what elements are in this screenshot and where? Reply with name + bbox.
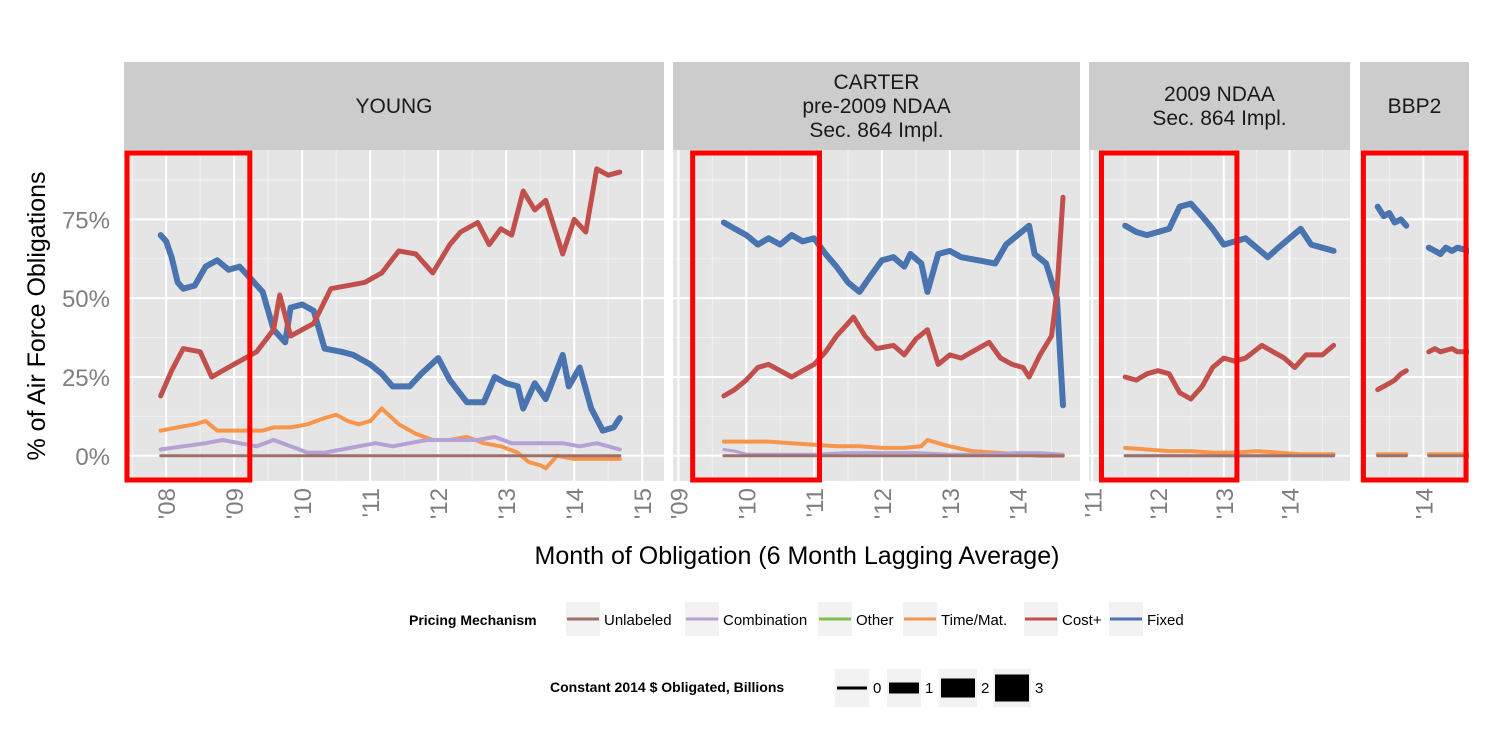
y-tick-label: 0%: [75, 444, 110, 471]
x-tick-label: '13: [494, 488, 521, 519]
facet-strip: [1089, 62, 1350, 150]
legend-size-swatch: [889, 682, 919, 694]
highlight-box: [1098, 150, 1240, 483]
series-line-cost: [1426, 346, 1469, 355]
plot-panel: [1089, 150, 1350, 481]
legend-label: Other: [856, 612, 894, 629]
series-line-fixed: [1374, 203, 1410, 229]
legend-label: 1: [925, 680, 933, 697]
highlight-box: [690, 150, 823, 483]
facet-strip-label: YOUNG: [355, 95, 432, 118]
y-tick-label: 25%: [62, 365, 110, 392]
legend-label: Fixed: [1147, 612, 1184, 629]
series-line-combination: [158, 434, 622, 455]
x-tick-label: '10: [734, 488, 761, 519]
series-line-cost: [1375, 368, 1409, 393]
series-line-fixed: [720, 219, 1066, 409]
series-line-time-mat: [158, 406, 622, 471]
plot-panel: [673, 150, 1080, 481]
x-axis-title: Month of Obligation (6 Month Lagging Ave…: [535, 542, 1060, 570]
plot-panel: [124, 150, 664, 481]
x-tick-label: '12: [870, 488, 897, 519]
series-line-fixed: [1122, 200, 1337, 261]
facet-panel-young: YOUNG '08 '09 '10 '11 '12 '13 '14 '15: [124, 62, 664, 519]
facet-strip: [673, 62, 1080, 150]
x-tick-label: '14: [1006, 488, 1033, 519]
facet-panels: YOUNG '08 '09 '10 '11 '12 '13 '14 '15 CARTERpre-2…: [124, 62, 1469, 519]
facet-panel-bbp2: BBP2 '14: [1360, 62, 1469, 519]
facet-strip-label: Sec. 864 Impl.: [809, 119, 943, 142]
series-group: [1122, 200, 1337, 458]
y-tick-label: 50%: [62, 286, 110, 313]
pricing-mechanism-legend: Pricing Mechanism Unlabeled Combination Oth…: [409, 602, 1184, 636]
legend-size-swatch: [995, 674, 1029, 702]
facet-strip-label: pre-2009 NDAA: [802, 95, 950, 118]
facet-strip-label: BBP2: [1388, 95, 1442, 118]
legend-label: Unlabeled: [604, 612, 672, 629]
facet-strip-label: CARTER: [834, 71, 920, 94]
series-line-fixed: [1425, 244, 1469, 257]
series-group: [157, 166, 623, 471]
obligated-size-legend: Constant 2014 $ Obligated, Billions 0 1 2 3: [550, 669, 1043, 707]
y-axis-title: % of Air Force Obligations: [23, 171, 51, 460]
x-tick-label: '13: [938, 488, 965, 519]
x-tick-label: '11: [1080, 488, 1107, 518]
series-group: [720, 194, 1066, 458]
x-tick-label: '13: [1212, 488, 1239, 519]
x-tick-label: '08: [154, 488, 181, 519]
legend-label: Cost+: [1062, 612, 1102, 629]
facet-strip-label: 2009 NDAA: [1164, 83, 1275, 106]
x-tick-label: '11: [358, 488, 385, 518]
x-tick-label: '15: [630, 488, 657, 519]
facet-strip: [124, 62, 664, 150]
x-tick-label: '12: [1146, 488, 1173, 519]
legend-label: 0: [873, 680, 881, 697]
x-tick-label: '11: [802, 488, 829, 518]
legend-size-swatch: [941, 678, 975, 698]
facet-strip: [1360, 62, 1469, 150]
x-tick-label: '14: [1278, 488, 1305, 519]
facet-strip-label: Sec. 864 Impl.: [1152, 107, 1286, 130]
series-line-cost: [721, 194, 1066, 399]
legend-label: Combination: [723, 612, 807, 629]
x-tick-label: '10: [290, 488, 317, 519]
series-line-cost: [1122, 342, 1337, 402]
series-line-combination: [722, 448, 1065, 456]
x-tick-label: '14: [562, 488, 589, 519]
legend-size-swatch: [837, 686, 867, 690]
legend-label: 2: [981, 680, 989, 697]
x-tick-label: '14: [1411, 488, 1438, 519]
series-line-fixed: [157, 232, 623, 434]
x-tick-label: '09: [222, 488, 249, 519]
series-line-time-mat: [1123, 445, 1336, 457]
plot-panel: [1360, 150, 1469, 481]
x-tick-label: '09: [666, 488, 693, 519]
y-axis-ticks: 0% 25% 50% 75%: [62, 207, 110, 470]
series-line-cost: [158, 166, 623, 399]
series-group: [1374, 203, 1469, 458]
legend-title: Constant 2014 $ Obligated, Billions: [550, 679, 784, 695]
highlight-box: [124, 150, 253, 483]
legend-label: Time/Mat.: [941, 612, 1007, 629]
legend-title: Pricing Mechanism: [409, 612, 537, 628]
highlight-box: [1360, 150, 1469, 483]
legend-label: 3: [1035, 680, 1043, 697]
x-tick-label: '12: [426, 488, 453, 519]
y-tick-label: 75%: [62, 207, 110, 234]
